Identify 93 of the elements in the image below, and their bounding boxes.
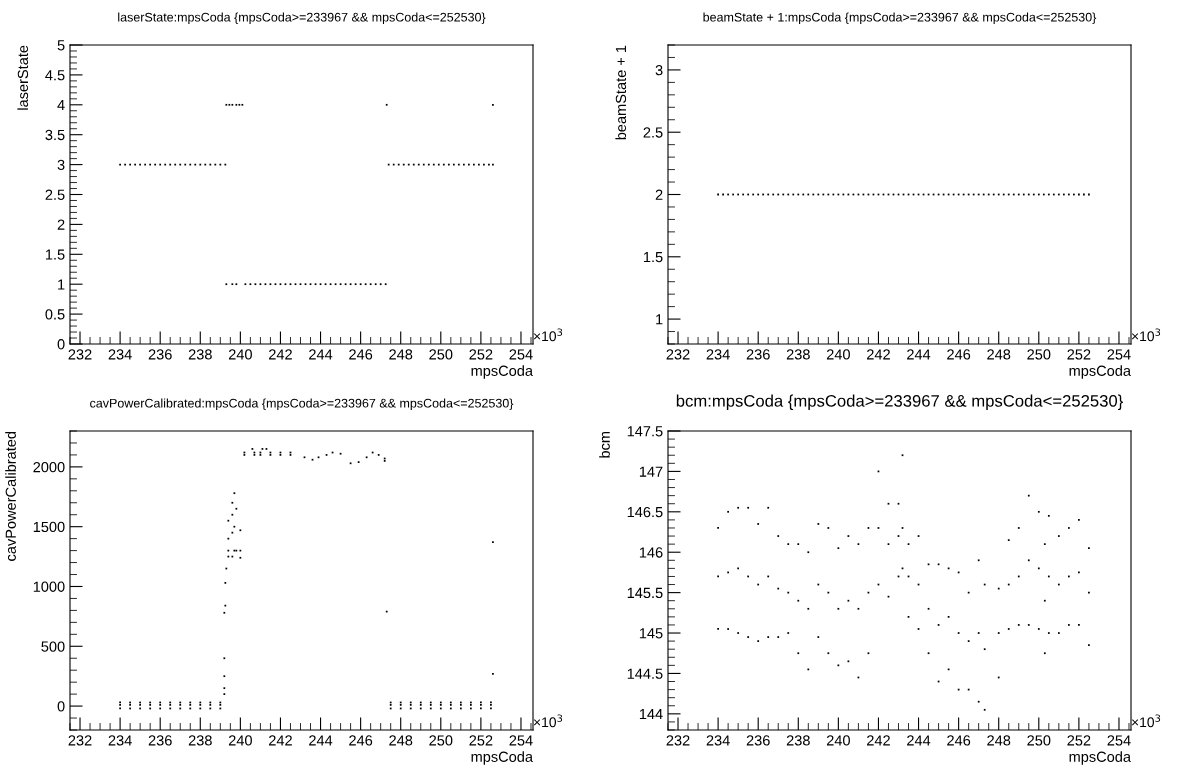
y-tick-label: 1 — [58, 279, 65, 290]
x-tick-label: 252 — [469, 349, 493, 360]
x-tick-label: 238 — [786, 735, 810, 746]
x-tick-label: 250 — [429, 349, 453, 360]
x-axis-title: mpsCoda — [1069, 751, 1131, 765]
x-tick-label: 238 — [188, 735, 212, 746]
x-tick-label: 248 — [987, 735, 1011, 746]
y-tick-label: 145 — [639, 628, 663, 639]
x-tick-label: 250 — [1027, 349, 1051, 360]
x-tick-label: 236 — [148, 735, 172, 746]
y-tick-label: 4 — [57, 100, 65, 111]
text: ×10$^{3}$ — [533, 328, 563, 342]
y-axis-title: cavPowerCalibrated — [5, 431, 16, 561]
x-tick-label: 242 — [867, 349, 890, 360]
y-tick-label: 147 — [639, 466, 663, 477]
x-tick-label: 236 — [746, 349, 770, 360]
x-tick-label: 232 — [666, 735, 690, 746]
y-tick-label: 3.5 — [45, 129, 65, 141]
x-tick-label: 246 — [349, 349, 373, 360]
y-tick-label: 2 — [57, 219, 65, 230]
y-axis-title: bcm — [599, 431, 610, 458]
x-tick-label: 234 — [108, 735, 132, 746]
x-tick-label: 252 — [1067, 735, 1091, 746]
x-tick-label: 254 — [509, 735, 533, 746]
y-tick-label: 0.5 — [45, 309, 65, 320]
x-tick-label: 250 — [429, 735, 453, 746]
text: ×10$^{3}$ — [1131, 328, 1161, 342]
y-tick-label: 1 — [656, 314, 663, 325]
y-tick-label: 145.5 — [627, 587, 663, 599]
y-tick-label: 2000 — [33, 461, 65, 473]
chart-title: laserState:mpsCoda {mpsCoda>=233967 && mpsCoda<=252530} — [118, 12, 486, 25]
x-axis-title: mpsCoda — [471, 751, 533, 765]
x-tick-label: 240 — [826, 735, 850, 746]
x-tick-label: 244 — [907, 349, 931, 360]
x-tick-label: 236 — [148, 349, 172, 360]
y-tick-label: 1.5 — [45, 249, 65, 260]
y-tick-label: 3 — [57, 159, 65, 171]
x-tick-label: 238 — [188, 349, 212, 360]
x-tick-label: 234 — [108, 349, 132, 360]
y-tick-label: 144 — [639, 709, 663, 720]
x-tick-label: 244 — [309, 735, 333, 746]
chart-title: cavPowerCalibrated:mpsCoda {mpsCoda>=233967 && mpsCoda<=252530} — [90, 398, 514, 411]
x-tick-label: 244 — [309, 349, 333, 360]
y-tick-label: 147.5 — [627, 426, 663, 437]
x-tick-label: 246 — [349, 735, 373, 746]
x-tick-label: 248 — [389, 735, 413, 746]
chart-title: bcm:mpsCoda {mpsCoda>=233967 && mpsCoda<=252530} — [676, 394, 1123, 411]
y-tick-label: 2 — [655, 189, 663, 200]
x-tick-label: 252 — [469, 735, 493, 746]
x-tick-label: 254 — [509, 349, 533, 360]
y-tick-label: 500 — [41, 641, 65, 652]
y-tick-label: 4.5 — [45, 70, 65, 81]
y-axis-title: laserState — [17, 45, 29, 110]
chart-title: beamState + 1:mpsCoda {mpsCoda>=233967 && mpsCoda<=252530} — [703, 12, 1097, 25]
x-tick-label: 252 — [1067, 349, 1091, 360]
x-tick-label: 236 — [746, 735, 770, 746]
x-tick-label: 242 — [269, 735, 292, 746]
y-tick-label: 146.5 — [627, 506, 663, 518]
x-axis-title: mpsCoda — [1069, 365, 1131, 379]
x-axis-title: mpsCoda — [471, 365, 533, 379]
x-tick-label: 240 — [826, 349, 850, 360]
x-tick-label: 246 — [947, 735, 971, 746]
text: ×10$^{3}$ — [533, 714, 563, 728]
y-tick-label: 0 — [57, 339, 65, 350]
x-tick-label: 248 — [987, 349, 1011, 360]
y-tick-label: 1.5 — [643, 252, 663, 263]
x-tick-label: 240 — [228, 735, 252, 746]
x-tick-label: 242 — [867, 735, 890, 746]
x-tick-label: 240 — [228, 349, 252, 360]
x-tick-label: 244 — [907, 735, 931, 746]
y-tick-label: 3 — [655, 65, 663, 76]
y-tick-label: 2.5 — [45, 189, 65, 200]
x-tick-label: 254 — [1107, 735, 1131, 746]
x-tick-label: 232 — [68, 349, 92, 360]
y-tick-label: 144.5 — [627, 668, 663, 679]
y-tick-label: 1000 — [33, 581, 65, 592]
y-tick-label: 1500 — [33, 521, 65, 533]
y-tick-label: 0 — [57, 701, 65, 712]
x-tick-label: 234 — [706, 349, 730, 360]
x-tick-label: 232 — [666, 349, 690, 360]
x-tick-label: 248 — [389, 349, 413, 360]
x-tick-label: 232 — [68, 735, 92, 746]
x-tick-label: 246 — [947, 349, 971, 360]
text: ×10$^{3}$ — [1131, 714, 1161, 728]
x-tick-label: 242 — [269, 349, 292, 360]
x-tick-label: 250 — [1027, 735, 1051, 746]
x-tick-label: 254 — [1107, 349, 1131, 360]
y-tick-label: 2.5 — [643, 127, 663, 138]
x-tick-label: 238 — [786, 349, 810, 360]
y-axis-title: beamState + 1 — [615, 45, 627, 140]
y-tick-label: 5 — [57, 40, 65, 51]
x-tick-label: 234 — [706, 735, 730, 746]
y-tick-label: 146 — [639, 547, 663, 558]
